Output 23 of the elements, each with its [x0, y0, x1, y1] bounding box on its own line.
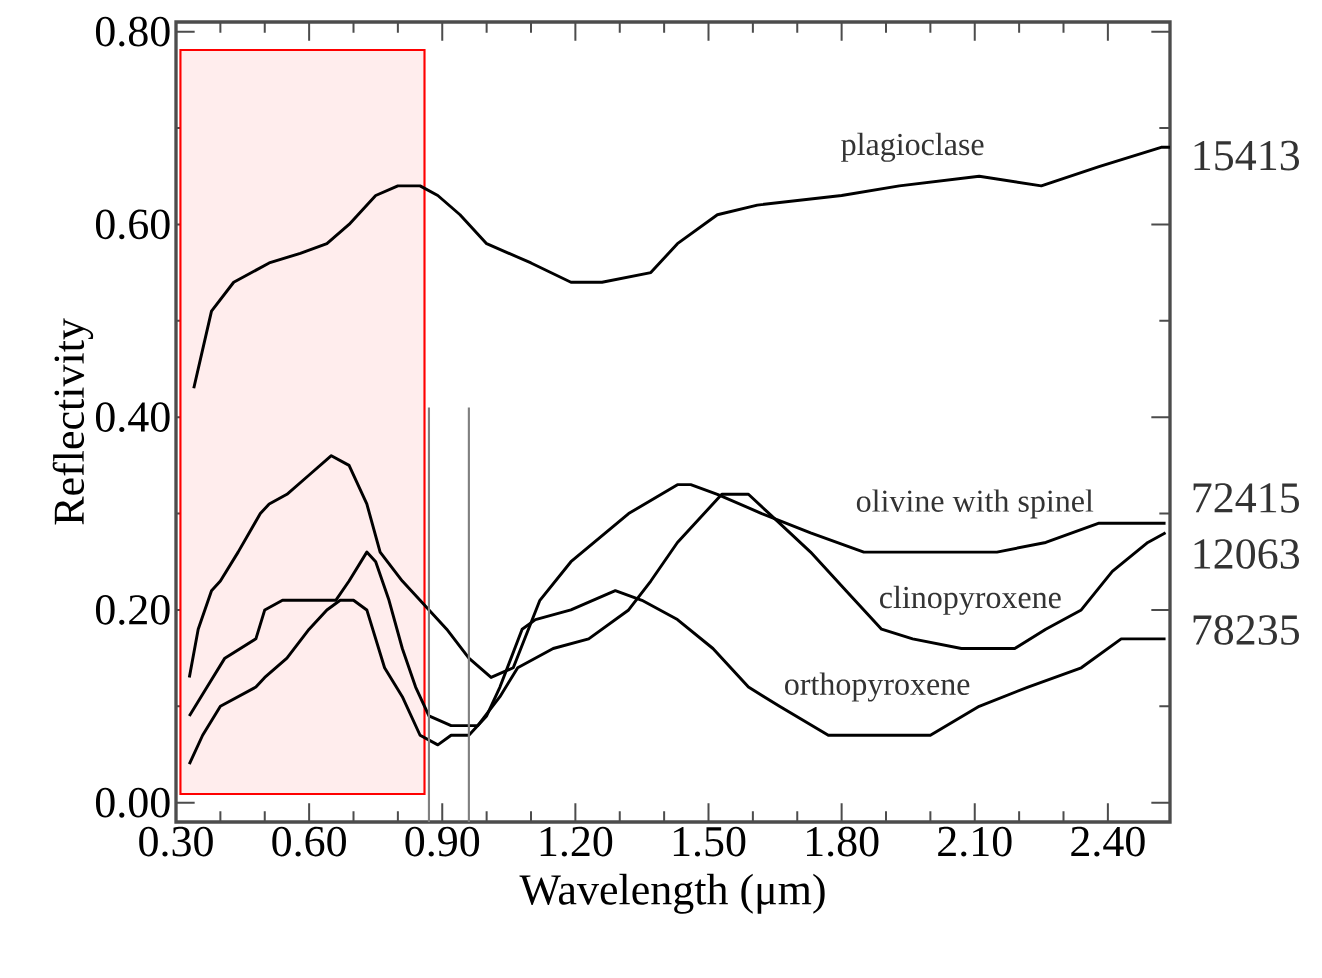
text: 72415 [1193, 483, 1299, 513]
series-label: plagioclase [841, 132, 984, 162]
x-tick-label: 1.80 [807, 826, 879, 857]
series-label: orthopyroxene [785, 672, 970, 702]
x-axis-title: Wavelength (μm) [519, 873, 825, 914]
x-tick-label: 0.30 [139, 826, 213, 857]
y-tick-label: 0.60 [95, 209, 170, 240]
y-tick-label: 0.20 [95, 595, 170, 625]
series-label: clinopyroxene [880, 585, 1061, 615]
x-tick-label: 0.60 [272, 826, 346, 857]
y-tick-label: 0.80 [95, 16, 170, 47]
text: 12063 [1194, 539, 1299, 569]
series-label: olivine with spinel [856, 489, 1094, 519]
x-tick-label: 1.20 [540, 826, 613, 857]
x-tick-label: 1.50 [673, 826, 746, 857]
y-tick-label: 0.00 [95, 787, 170, 818]
y-axis-title: Reflectivity [52, 318, 94, 525]
text: 15413 [1194, 140, 1299, 171]
x-tick-label: 2.40 [1071, 826, 1145, 857]
x-tick-label: 2.10 [938, 826, 1012, 857]
text: 78235 [1193, 615, 1299, 645]
y-tick-label: 0.40 [95, 402, 170, 433]
x-tick-label: 0.90 [405, 826, 480, 857]
